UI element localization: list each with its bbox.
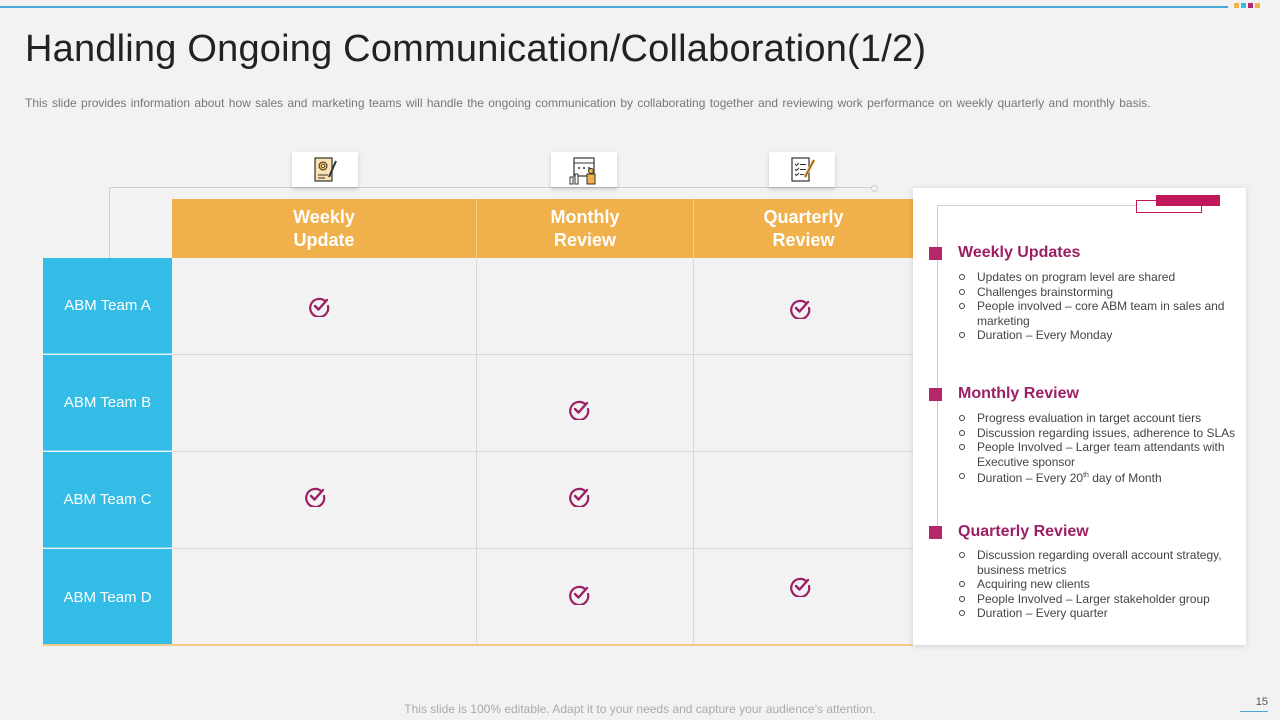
section-marker (929, 246, 942, 260)
slide-footer: This slide is 100% editable. Adapt it to… (404, 702, 876, 716)
top-decoration (1234, 3, 1260, 8)
table-cell (172, 258, 477, 355)
list-item: Duration – Every Monday (958, 328, 1238, 343)
list-item: Progress evaluation in target account ti… (958, 411, 1238, 426)
table-bottom-line (43, 644, 913, 646)
checklist-icon (791, 156, 816, 182)
list-item: People Involved – Larger team attendants… (958, 440, 1238, 469)
weekly-updates-list: Updates on program level are shared Chal… (958, 270, 1238, 343)
list-item: Updates on program level are shared (958, 270, 1238, 285)
document-settings-icon (314, 156, 337, 182)
row-header-team-c: ABM Team C (43, 452, 172, 548)
section-quarterly-review: Quarterly Review (929, 523, 1089, 541)
checkmark-icon (305, 487, 326, 507)
section-title: Quarterly Review (958, 523, 1089, 540)
calendar-chart-icon (569, 156, 596, 184)
table-cell (477, 549, 694, 646)
top-accent-line (0, 6, 1228, 8)
table-cell (172, 452, 477, 549)
monthly-icon-box (551, 152, 617, 187)
connector-line (109, 187, 873, 188)
table-cell (694, 452, 913, 549)
section-marker (929, 525, 942, 539)
connector-line (109, 187, 110, 258)
panel-tab-decoration (1156, 195, 1220, 206)
panel-connector-line (937, 205, 938, 535)
section-title: Weekly Updates (958, 244, 1081, 261)
table-cell (694, 258, 913, 355)
section-weekly-updates: Weekly Updates (929, 244, 1080, 262)
checkmark-icon (309, 297, 330, 317)
list-item: People involved – core ABM team in sales… (958, 299, 1238, 328)
table-cell (477, 355, 694, 452)
checkmark-icon (790, 577, 811, 597)
page-number: 15 (1255, 696, 1268, 708)
list-item: Duration – Every 20th day of Month (958, 469, 1238, 486)
quarterly-review-list: Discussion regarding overall account str… (958, 548, 1238, 621)
section-marker (929, 387, 942, 401)
row-header-team-d: ABM Team D (43, 549, 172, 645)
checkmark-icon (790, 299, 811, 319)
list-item: People Involved – Larger stakeholder gro… (958, 592, 1238, 607)
slide-title: Handling Ongoing Communication/Collabora… (25, 28, 927, 70)
slide-subtitle: This slide provides information about ho… (25, 96, 1151, 110)
table-cell (477, 258, 694, 355)
section-title: Monthly Review (958, 385, 1079, 402)
list-item: Duration – Every quarter (958, 606, 1238, 621)
list-item: Acquiring new clients (958, 577, 1238, 592)
list-item: Discussion regarding overall account str… (958, 548, 1238, 577)
table-cell (694, 355, 913, 452)
column-header-monthly: Monthly Review (477, 199, 694, 258)
table-cell (477, 452, 694, 549)
panel-connector-line (937, 205, 1147, 206)
quarterly-icon-box (769, 152, 835, 187)
weekly-icon-box (292, 152, 358, 187)
connector-dot (871, 185, 878, 192)
row-header-team-a: ABM Team A (43, 258, 172, 354)
page-number-underline (1240, 711, 1268, 712)
column-header-quarterly: Quarterly Review (694, 199, 913, 258)
column-header-weekly: Weekly Update (172, 199, 477, 258)
section-monthly-review: Monthly Review (929, 385, 1079, 403)
checkmark-icon (569, 487, 590, 507)
list-item: Discussion regarding issues, adherence t… (958, 426, 1238, 441)
checkmark-icon (569, 585, 590, 605)
table-cell (694, 549, 913, 646)
monthly-review-list: Progress evaluation in target account ti… (958, 411, 1238, 486)
list-item: Challenges brainstorming (958, 285, 1238, 300)
row-header-team-b: ABM Team B (43, 355, 172, 451)
checkmark-icon (569, 400, 590, 420)
table-cell (172, 549, 477, 646)
details-panel: Weekly Updates Updates on program level … (913, 188, 1246, 645)
table-cell (172, 355, 477, 452)
